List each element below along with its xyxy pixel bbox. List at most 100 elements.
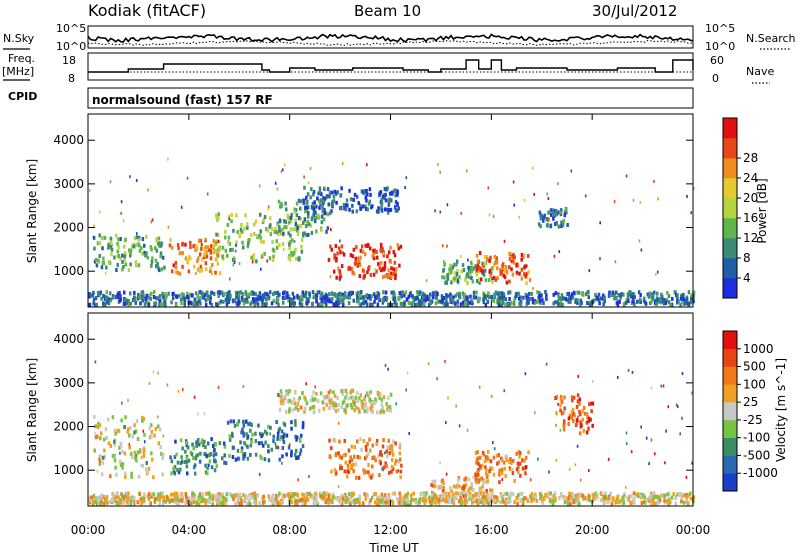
power-cell bbox=[261, 303, 264, 307]
power-cell bbox=[263, 251, 266, 256]
power-cell bbox=[519, 295, 522, 300]
power-cell bbox=[444, 280, 447, 285]
velocity-cell bbox=[501, 458, 504, 463]
power-cell bbox=[419, 290, 422, 295]
velocity-cell bbox=[568, 467, 571, 471]
power-cell bbox=[389, 271, 393, 276]
power-cell bbox=[466, 169, 468, 173]
velocity-cell bbox=[510, 491, 513, 496]
velocity-cell bbox=[258, 431, 262, 436]
power-cell bbox=[198, 295, 202, 300]
velocity-cell bbox=[297, 455, 300, 460]
velocity-y-tick-label: 4000 bbox=[53, 332, 84, 346]
power-cell bbox=[240, 223, 243, 227]
power-cell bbox=[384, 187, 388, 192]
power-cell bbox=[241, 292, 244, 297]
velocity-cell bbox=[217, 385, 220, 389]
power-cell bbox=[265, 227, 268, 231]
velocity-cell bbox=[334, 402, 337, 407]
velocity-cell bbox=[410, 497, 413, 502]
velocity-cell bbox=[238, 493, 241, 498]
power-cell bbox=[304, 205, 308, 210]
velocity-cell bbox=[582, 406, 586, 410]
velocity-cell bbox=[385, 449, 388, 454]
power-cell bbox=[601, 296, 604, 301]
velocity-cell bbox=[498, 468, 501, 473]
velocity-cell bbox=[554, 496, 557, 501]
velocity-cell bbox=[509, 499, 512, 504]
power-cell bbox=[279, 228, 283, 233]
velocity-cell bbox=[201, 438, 204, 443]
power-cell bbox=[255, 300, 258, 305]
power-cell bbox=[369, 273, 373, 277]
velocity-cell bbox=[386, 445, 389, 450]
velocity-cell bbox=[221, 492, 224, 497]
power-cell bbox=[239, 231, 242, 235]
velocity-cell bbox=[250, 437, 253, 442]
power-cell bbox=[202, 252, 206, 257]
power-cell bbox=[419, 300, 423, 305]
velocity-cell bbox=[322, 491, 326, 496]
power-cell bbox=[299, 298, 302, 303]
power-cell bbox=[137, 243, 141, 248]
velocity-cell bbox=[388, 496, 392, 501]
power-cell bbox=[393, 299, 396, 304]
velocity-cell bbox=[422, 493, 425, 498]
velocity-cell bbox=[581, 417, 584, 422]
power-cell bbox=[329, 244, 332, 249]
velocity-cell bbox=[603, 496, 606, 500]
power-cell bbox=[209, 300, 212, 305]
power-colorbar-tick-label: 24 bbox=[743, 171, 758, 185]
velocity-cell bbox=[572, 494, 575, 499]
velocity-cell bbox=[431, 492, 435, 497]
power-cell bbox=[637, 290, 641, 295]
velocity-cell bbox=[517, 470, 520, 475]
power-cell bbox=[448, 267, 452, 272]
velocity-cell bbox=[368, 473, 371, 478]
velocity-cell bbox=[364, 401, 367, 406]
power-cell bbox=[151, 263, 153, 267]
power-cell bbox=[441, 244, 444, 248]
power-cell bbox=[613, 293, 616, 298]
velocity-colorbar-tick-label: -25 bbox=[743, 413, 763, 427]
velocity-cell bbox=[267, 458, 271, 463]
power-cell bbox=[676, 296, 679, 301]
power-cell bbox=[501, 291, 504, 296]
velocity-cell bbox=[221, 500, 225, 505]
nsearch-label: N.Search bbox=[746, 32, 796, 45]
power-cell bbox=[366, 192, 369, 197]
velocity-cell bbox=[113, 428, 117, 433]
velocity-cell bbox=[265, 431, 269, 436]
velocity-cell bbox=[559, 408, 562, 413]
power-cell bbox=[682, 301, 686, 306]
velocity-cell bbox=[208, 453, 211, 458]
power-cell bbox=[692, 290, 696, 295]
power-cell bbox=[321, 293, 324, 298]
velocity-cell bbox=[308, 475, 310, 478]
power-cell bbox=[232, 263, 235, 267]
power-cell bbox=[523, 272, 526, 277]
power-cell bbox=[279, 204, 282, 209]
power-cell bbox=[227, 240, 230, 244]
power-cell bbox=[170, 300, 173, 305]
power-cell bbox=[233, 257, 236, 262]
velocity-cell bbox=[407, 499, 410, 504]
velocity-cell bbox=[530, 491, 534, 496]
power-cell bbox=[338, 206, 342, 211]
velocity-cell bbox=[301, 444, 305, 449]
velocity-cell bbox=[359, 497, 362, 502]
velocity-cell bbox=[457, 476, 461, 480]
power-cell bbox=[278, 218, 282, 223]
velocity-cell bbox=[150, 429, 154, 434]
velocity-cell bbox=[162, 453, 165, 457]
velocity-cell bbox=[247, 493, 251, 498]
power-cell bbox=[150, 291, 153, 296]
velocity-cell bbox=[375, 410, 379, 415]
power-cell bbox=[300, 244, 303, 249]
velocity-cell bbox=[243, 454, 246, 459]
power-cell bbox=[282, 291, 285, 296]
power-cell bbox=[269, 216, 272, 221]
power-cell bbox=[140, 294, 143, 299]
